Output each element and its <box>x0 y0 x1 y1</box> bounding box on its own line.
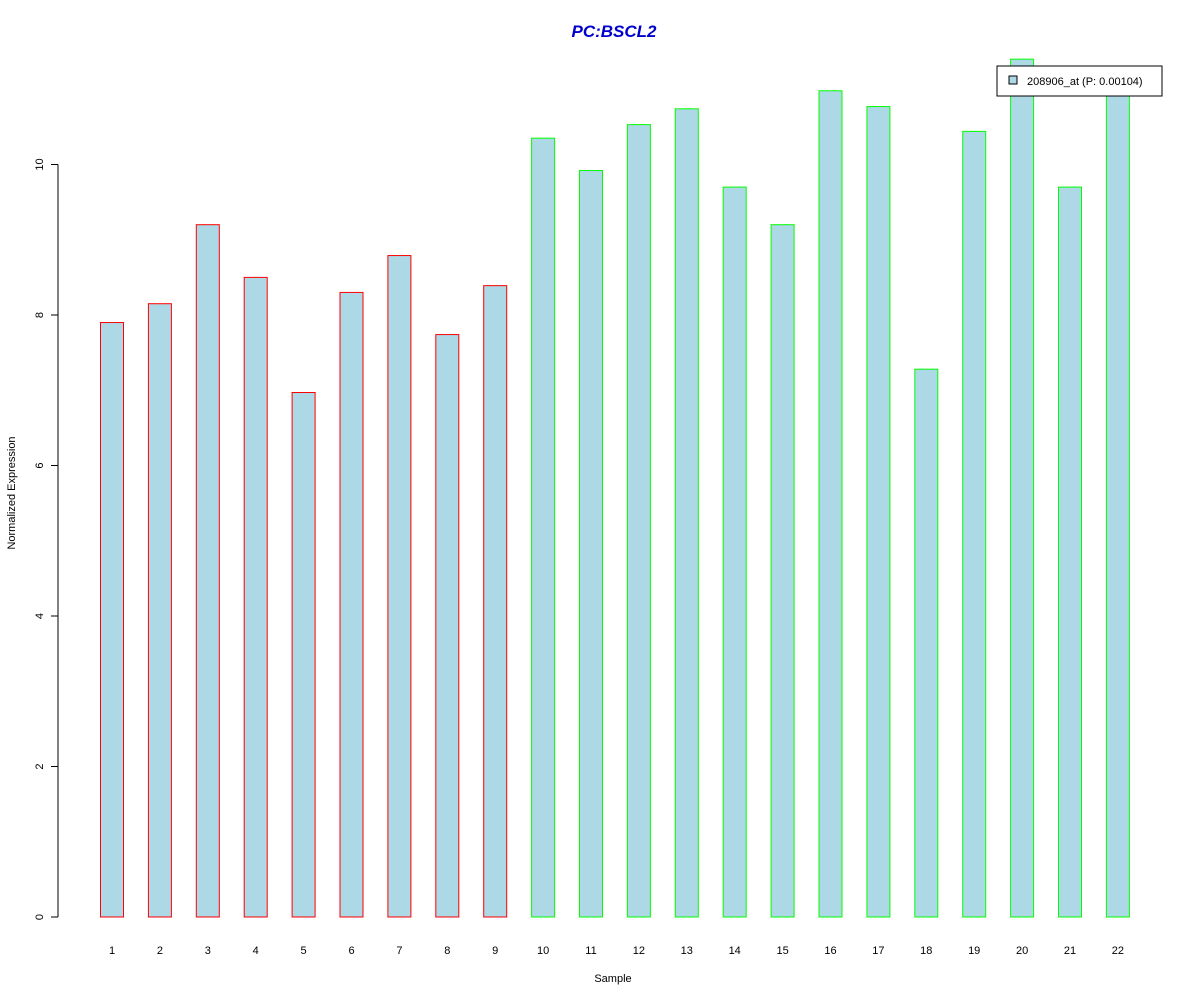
bar-sample-9 <box>483 285 508 918</box>
bar-sample-6 <box>339 291 364 918</box>
x-tick-labels: 1 2 3 4 5 6 7 8 9 10 11 12 13 14 15 16 17 18 19 20 21 22 <box>109 945 1124 957</box>
bar-sample-17 <box>866 106 891 918</box>
bar-sample-19 <box>962 130 987 918</box>
x-tick-label: 4 <box>253 945 259 957</box>
legend-swatch <box>1008 75 1018 85</box>
bar-sample-1 <box>100 322 124 918</box>
chart-title: PC:BSCL2 <box>571 22 657 41</box>
bars <box>100 58 1130 918</box>
x-tick-label: 16 <box>824 945 836 957</box>
bar-sample-14 <box>722 186 747 918</box>
legend-entry: 208906_at (P: 0.00104) <box>1027 76 1143 88</box>
x-tick-label: 21 <box>1064 945 1076 957</box>
bar-sample-7 <box>387 255 412 918</box>
x-tick-label: 10 <box>537 945 549 957</box>
y-tick-label: 6 <box>34 462 46 468</box>
x-tick-label: 13 <box>681 945 693 957</box>
bar-sample-13 <box>674 108 699 918</box>
x-tick-label: 17 <box>872 945 884 957</box>
y-tick-label: 0 <box>34 914 46 920</box>
x-tick-label: 12 <box>633 945 645 957</box>
bar-sample-5 <box>291 392 316 918</box>
x-tick-label: 11 <box>585 945 596 957</box>
x-tick-label: 7 <box>396 945 402 957</box>
bar-sample-3 <box>195 224 220 918</box>
bar-sample-22 <box>1105 81 1130 918</box>
y-tick-label: 4 <box>34 613 46 619</box>
bar-sample-8 <box>435 334 460 918</box>
y-tick-label: 8 <box>34 312 46 318</box>
bar-sample-2 <box>147 303 172 918</box>
x-tick-label: 19 <box>968 945 980 957</box>
x-tick-label: 9 <box>492 945 498 957</box>
y-tick-label: 2 <box>34 763 46 769</box>
x-tick-label: 14 <box>729 945 741 957</box>
y-tick-label: 10 <box>34 158 46 170</box>
legend-box <box>996 65 1163 97</box>
y-axis-label: Normalized Expression <box>6 436 18 549</box>
bar-sample-12 <box>626 124 651 918</box>
bar-sample-18 <box>914 368 939 918</box>
bar-sample-16 <box>818 90 843 918</box>
bar-sample-10 <box>531 137 556 918</box>
x-tick-label: 22 <box>1112 945 1124 957</box>
x-tick-label: 1 <box>109 945 115 957</box>
x-tick-label: 18 <box>920 945 932 957</box>
bar-sample-11 <box>579 170 603 918</box>
x-tick-label: 5 <box>301 945 307 957</box>
x-tick-label: 15 <box>776 945 788 957</box>
bar-sample-20 <box>1010 58 1035 918</box>
bar-sample-15 <box>770 224 795 918</box>
bar-sample-4 <box>243 276 268 918</box>
legend: 208906_at (P: 0.00104) <box>996 65 1163 97</box>
x-tick-label: 8 <box>444 945 450 957</box>
bar-sample-21 <box>1058 186 1082 918</box>
y-axis: 0 2 4 6 8 10 <box>34 158 59 920</box>
x-tick-label: 6 <box>348 945 354 957</box>
x-axis-label: Sample <box>594 973 631 985</box>
x-tick-label: 20 <box>1016 945 1028 957</box>
x-tick-label: 3 <box>205 945 211 957</box>
x-tick-label: 2 <box>157 945 163 957</box>
